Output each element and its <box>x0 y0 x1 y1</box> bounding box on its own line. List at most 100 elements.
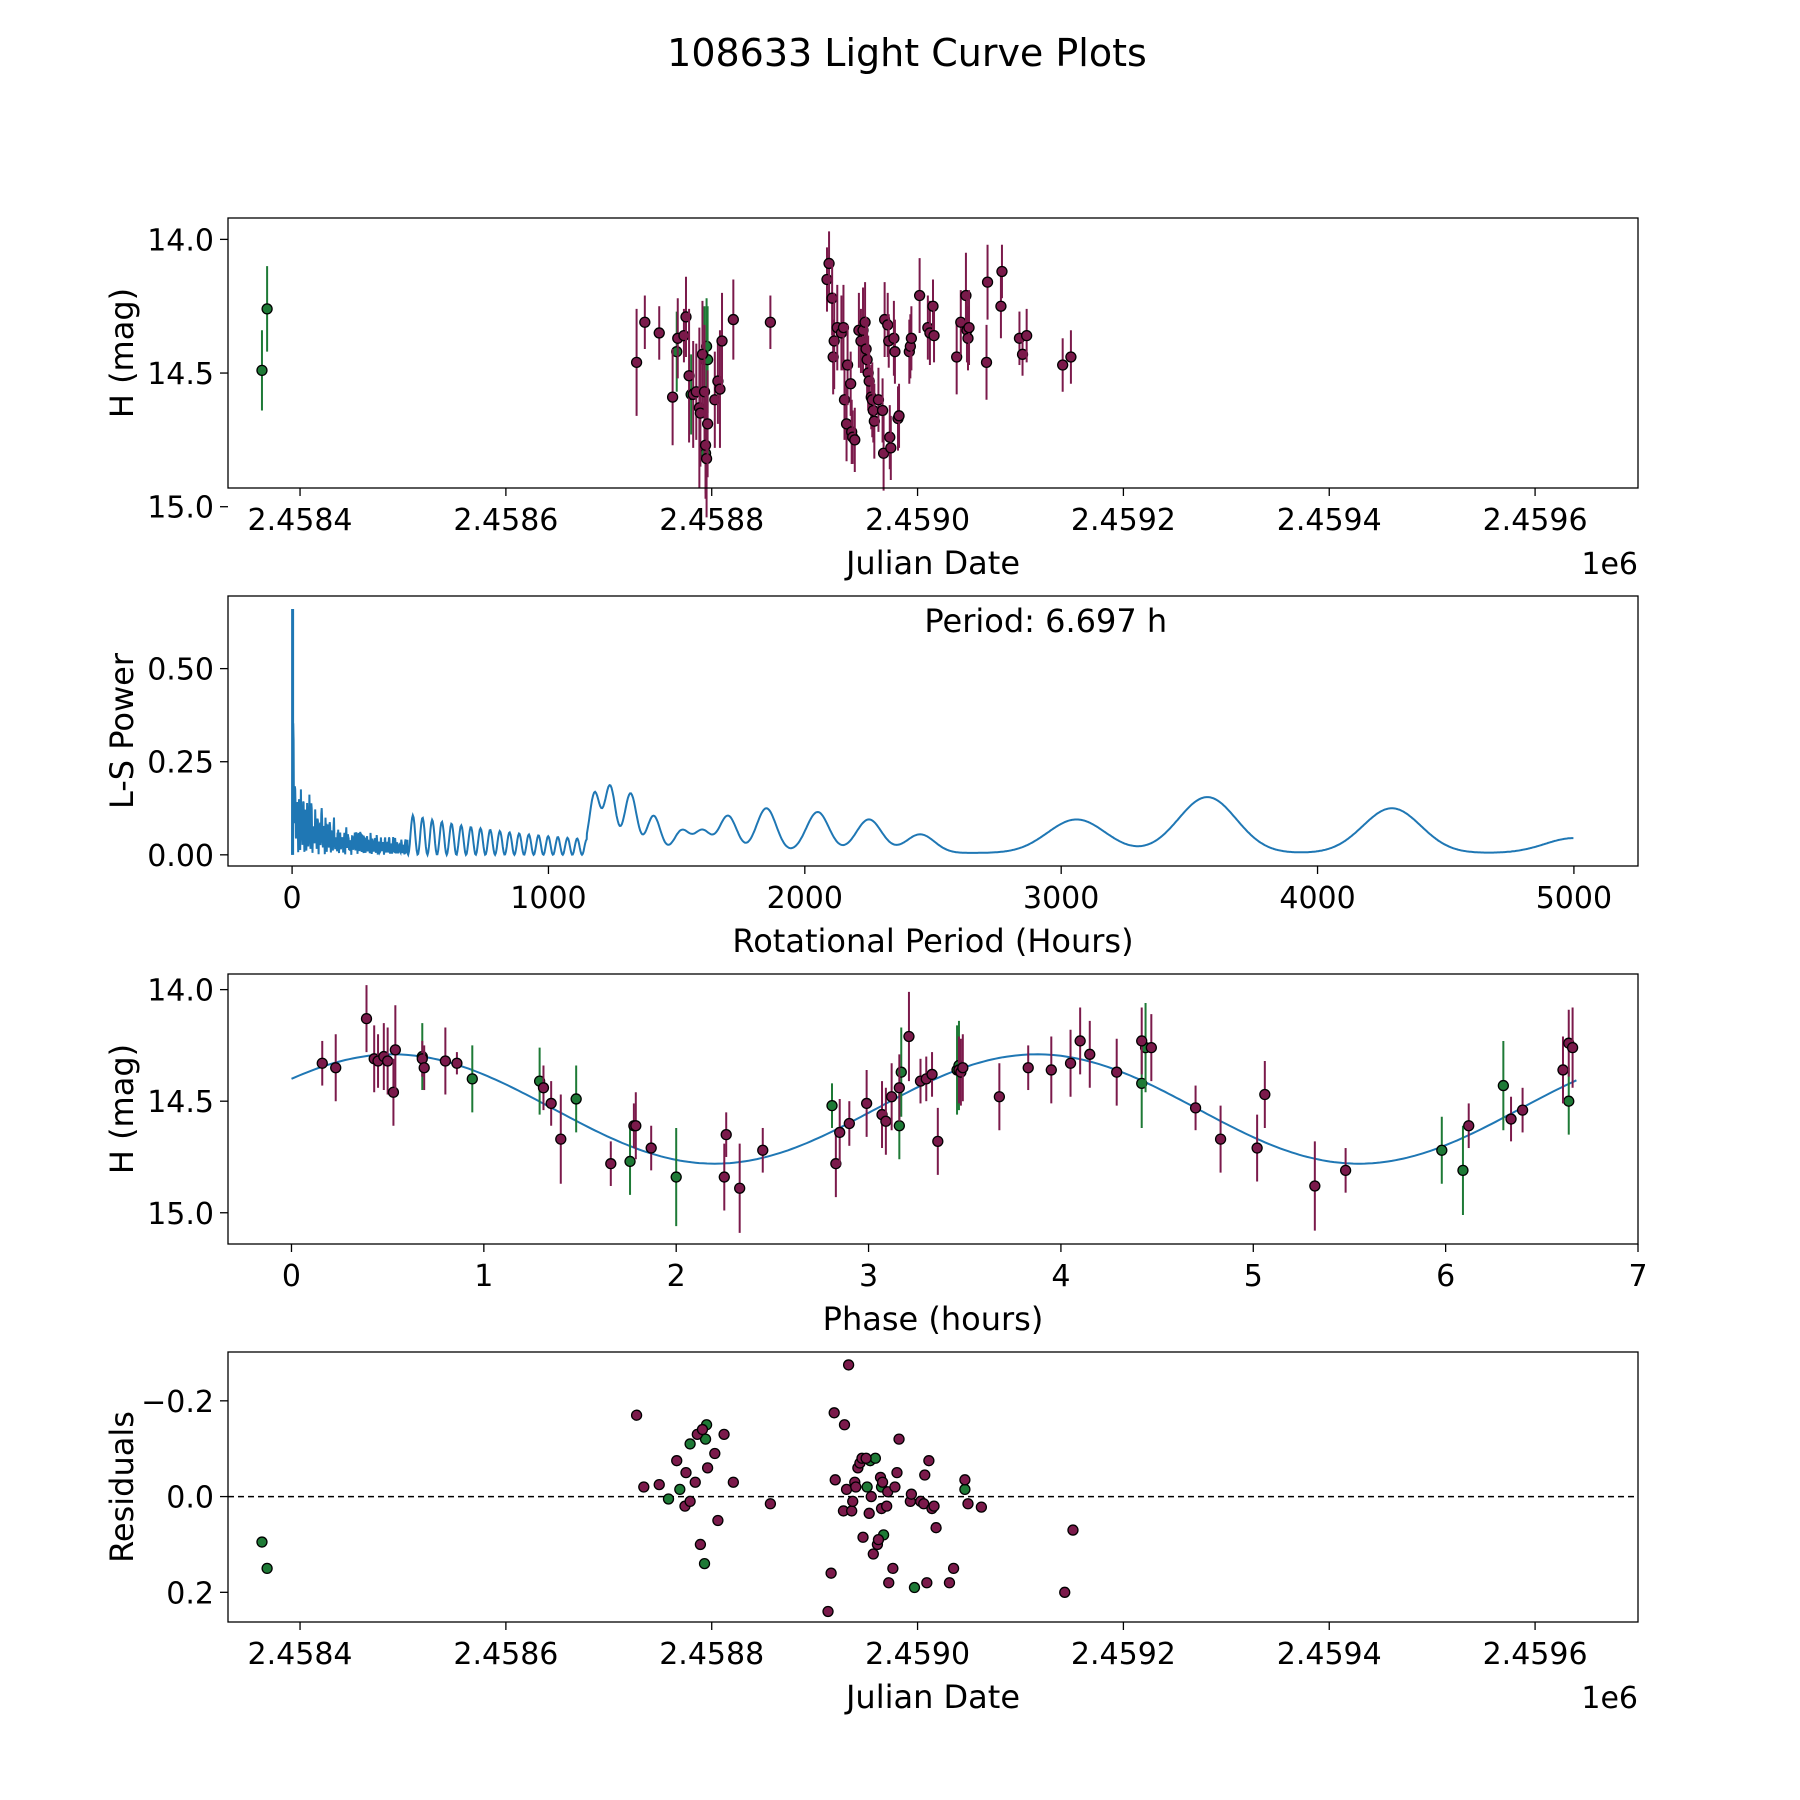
data-point <box>927 300 939 312</box>
data-point <box>846 1505 858 1517</box>
data-point <box>701 418 714 430</box>
data-point <box>1084 1048 1096 1060</box>
data-point <box>981 276 994 288</box>
phased-ticks: 0 1 2 3 4 5 6 7 15.0 14.5 14.0 <box>147 974 1647 1294</box>
data-point <box>980 356 993 369</box>
data-point <box>889 1481 901 1493</box>
periodogram-xlabel: Rotational Period (Hours) <box>732 922 1133 960</box>
x-tick-label: 2.4584 <box>248 1637 353 1672</box>
data-point <box>1214 1133 1227 1145</box>
data-point <box>860 1452 872 1464</box>
data-point <box>696 1423 709 1436</box>
x-tick-label: 0 <box>282 1259 301 1294</box>
data-point <box>1251 1142 1263 1154</box>
periodogram-panel: 0 1000 2000 3000 4000 5000 0.00 0.25 0.50 Rotati… <box>103 595 1639 960</box>
data-point <box>1505 1113 1517 1125</box>
data-point <box>821 273 833 286</box>
data-point <box>1566 1041 1579 1054</box>
data-point <box>624 1155 636 1168</box>
data-point <box>545 1097 557 1110</box>
x-tick-label: 2.4596 <box>1483 503 1588 538</box>
residuals-offset-label: 1e6 <box>1581 1681 1638 1716</box>
data-point <box>1497 1079 1509 1092</box>
data-point <box>261 303 273 315</box>
data-point <box>921 1577 933 1589</box>
data-point <box>639 316 651 328</box>
data-point <box>1145 1041 1157 1054</box>
x-tick-label: 1 <box>474 1259 493 1294</box>
data-point <box>1189 1102 1202 1114</box>
x-tick-label: 0 <box>283 881 302 916</box>
data-point <box>764 316 777 328</box>
data-point <box>700 452 713 465</box>
x-tick-label: 3 <box>859 1259 878 1294</box>
data-point <box>884 431 896 443</box>
data-point <box>905 332 918 344</box>
x-tick-label: 1000 <box>510 881 586 916</box>
data-point <box>857 1531 869 1543</box>
data-point <box>928 329 940 342</box>
data-point <box>880 1115 892 1127</box>
data-point <box>727 1476 739 1488</box>
data-point <box>439 1055 452 1067</box>
data-point <box>1259 1088 1271 1101</box>
data-point <box>859 316 871 328</box>
data-point <box>1136 1035 1148 1047</box>
data-point <box>928 1500 940 1512</box>
data-point <box>696 348 709 360</box>
data-point <box>860 1097 873 1110</box>
data-point <box>932 1135 944 1148</box>
data-point <box>888 332 900 344</box>
data-point <box>720 1129 732 1141</box>
data-point <box>959 1483 971 1496</box>
x-tick-label: 7 <box>1628 1259 1647 1294</box>
x-tick-label: 4 <box>1051 1259 1070 1294</box>
x-tick-label: 2.4590 <box>865 1637 970 1672</box>
data-point <box>1111 1066 1123 1078</box>
data-point <box>1021 329 1033 342</box>
lightcurve-offset-label: 1e6 <box>1581 547 1638 582</box>
data-point <box>826 292 838 304</box>
data-point <box>1516 1104 1529 1116</box>
data-point <box>630 356 643 369</box>
data-point <box>959 1474 971 1486</box>
data-point <box>757 1144 769 1156</box>
data-point <box>876 404 889 417</box>
x-tick-label: 2.4588 <box>659 503 764 538</box>
data-point <box>1022 1062 1034 1074</box>
residuals-ticks: 2.4584 2.4586 2.4588 2.4590 2.4592 2.4594 2.45… <box>141 1385 1587 1672</box>
periodogram-axes-frame <box>227 595 1639 867</box>
periodogram-marks <box>291 609 1574 858</box>
x-tick-label: 2.4594 <box>1277 503 1382 538</box>
data-point <box>995 300 1007 312</box>
data-point <box>653 1478 665 1491</box>
data-point <box>701 1462 714 1474</box>
y-tick-label: 14.5 <box>147 1085 214 1120</box>
x-tick-label: 2 <box>667 1259 686 1294</box>
data-point <box>889 346 901 358</box>
data-point <box>919 1469 931 1481</box>
y-tick-label: 0.00 <box>147 839 214 874</box>
data-point <box>996 265 1008 278</box>
data-point <box>261 1562 273 1575</box>
data-point <box>867 1548 879 1560</box>
data-point <box>963 321 975 334</box>
data-point <box>699 439 712 451</box>
data-point <box>630 1409 643 1421</box>
data-point <box>694 1538 707 1551</box>
x-tick-label: 2000 <box>767 881 843 916</box>
y-tick-label: 0.2 <box>166 1576 214 1611</box>
data-point <box>718 1428 730 1440</box>
x-tick-label: 3000 <box>1023 881 1099 916</box>
data-point <box>734 1182 746 1194</box>
data-point <box>698 1557 711 1570</box>
x-tick-label: 4000 <box>1279 881 1355 916</box>
lightcurve-ticks: 2.4584 2.4586 2.4588 2.4590 2.4592 2.4594 2.45… <box>147 223 1587 538</box>
data-point <box>885 1091 898 1103</box>
data-point <box>838 1419 851 1431</box>
data-point <box>662 1493 675 1505</box>
data-point <box>671 1455 683 1467</box>
data-point <box>850 1481 862 1493</box>
periodogram-ylabel: L-S Power <box>103 652 141 809</box>
data-point <box>840 1483 853 1496</box>
